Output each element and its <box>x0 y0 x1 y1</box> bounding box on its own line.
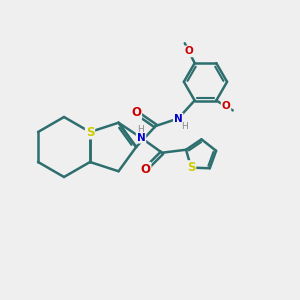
Text: S: S <box>187 161 195 174</box>
Text: O: O <box>140 163 151 176</box>
Text: O: O <box>222 101 230 111</box>
Text: O: O <box>184 46 193 56</box>
Text: H: H <box>137 125 144 134</box>
Text: S: S <box>86 125 94 139</box>
Text: N: N <box>137 133 146 143</box>
Text: N: N <box>174 113 182 124</box>
Text: O: O <box>131 106 141 119</box>
Text: H: H <box>182 122 188 131</box>
